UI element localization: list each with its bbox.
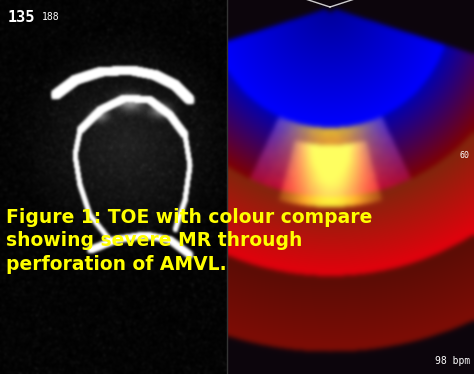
Text: 98 bpm: 98 bpm	[435, 356, 470, 366]
Text: 60: 60	[460, 150, 470, 159]
Text: 188: 188	[42, 12, 60, 22]
Text: Figure 1: TOE with colour compare
showing severe MR through
perforation of AMVL.: Figure 1: TOE with colour compare showin…	[6, 208, 373, 274]
Text: 135: 135	[8, 10, 36, 25]
